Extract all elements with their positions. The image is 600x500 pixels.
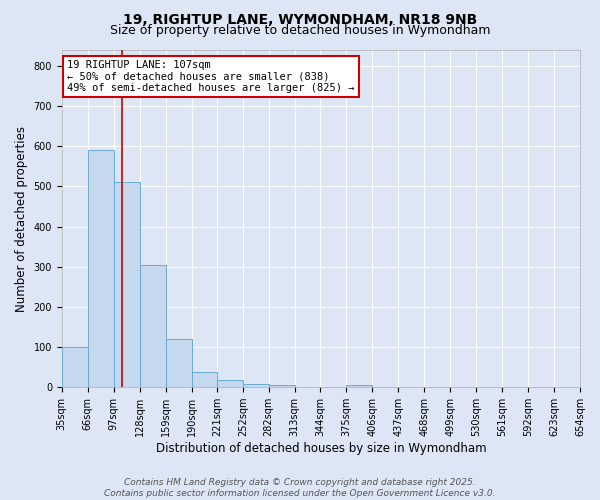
Text: Size of property relative to detached houses in Wymondham: Size of property relative to detached ho… bbox=[110, 24, 490, 37]
Y-axis label: Number of detached properties: Number of detached properties bbox=[15, 126, 28, 312]
Bar bbox=[166, 339, 191, 387]
Text: 19, RIGHTUP LANE, WYMONDHAM, NR18 9NB: 19, RIGHTUP LANE, WYMONDHAM, NR18 9NB bbox=[123, 12, 477, 26]
Bar bbox=[346, 385, 373, 387]
Bar bbox=[62, 347, 88, 387]
X-axis label: Distribution of detached houses by size in Wymondham: Distribution of detached houses by size … bbox=[155, 442, 486, 455]
Text: 19 RIGHTUP LANE: 107sqm
← 50% of detached houses are smaller (838)
49% of semi-d: 19 RIGHTUP LANE: 107sqm ← 50% of detache… bbox=[67, 60, 355, 94]
Bar bbox=[113, 182, 140, 387]
Bar bbox=[140, 265, 166, 387]
Bar bbox=[269, 385, 295, 387]
Bar bbox=[88, 150, 113, 387]
Bar bbox=[244, 384, 269, 387]
Text: Contains HM Land Registry data © Crown copyright and database right 2025.
Contai: Contains HM Land Registry data © Crown c… bbox=[104, 478, 496, 498]
Bar bbox=[191, 372, 217, 387]
Bar bbox=[217, 380, 244, 387]
